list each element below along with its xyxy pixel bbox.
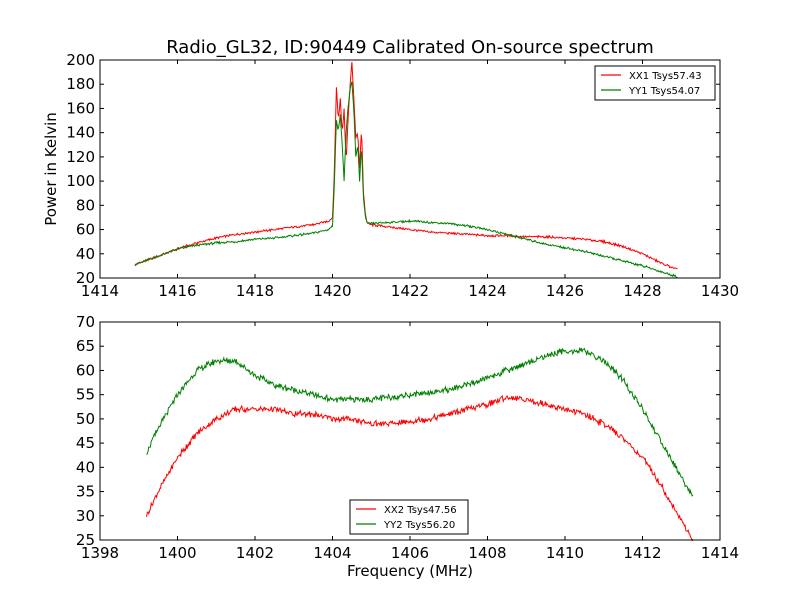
y-tick-label: 30 xyxy=(76,507,95,525)
y-tick-label: 200 xyxy=(66,51,95,69)
x-tick-label: 1398 xyxy=(81,544,119,562)
y-tick-label: 55 xyxy=(76,386,95,404)
y-tick-label: 25 xyxy=(76,531,95,549)
chart-panel-1: 1414 1416 1418 1420 1422 1424 1426 1428 1430 20 40… xyxy=(66,51,739,300)
y-tick-label: 65 xyxy=(76,337,95,355)
y-tick-label: 60 xyxy=(76,221,95,239)
y-tick-label: 20 xyxy=(76,269,95,287)
x-tick-label: 1410 xyxy=(546,544,584,562)
x-tick-label: 1424 xyxy=(468,282,506,300)
y-axis-label: Power in Kelvin xyxy=(42,112,60,226)
x-tick-label: 1408 xyxy=(468,544,506,562)
x-tick-label: 1414 xyxy=(701,544,739,562)
chart-panels: 1414 1416 1418 1420 1422 1424 1426 1428 1430 20 40… xyxy=(66,51,739,562)
x-tick-label: 1428 xyxy=(623,282,661,300)
y-tick-label: 60 xyxy=(76,361,95,379)
series-line-1 xyxy=(134,61,678,270)
legend-label: XX2 Tsys47.56 xyxy=(384,505,457,516)
y-tick-label: 80 xyxy=(76,196,95,214)
y-tick-label: 180 xyxy=(66,75,95,93)
y-tick-label: 160 xyxy=(66,99,95,117)
x-tick-label: 1430 xyxy=(701,282,739,300)
x-tick-label: 1404 xyxy=(313,544,351,562)
y-tick-label: 50 xyxy=(76,410,95,428)
y-tick-label: 140 xyxy=(66,124,95,142)
legend-box xyxy=(594,65,716,101)
x-tick-label: 1416 xyxy=(158,282,196,300)
legend-label: YY1 Tsys54.07 xyxy=(628,86,700,97)
x-axis-label: Frequency (MHz) xyxy=(347,562,473,580)
legend: XX2 Tsys47.56 YY2 Tsys56.20 xyxy=(349,499,469,535)
legend-label: YY2 Tsys56.20 xyxy=(383,520,455,531)
x-tick-label: 1412 xyxy=(623,544,661,562)
x-tick-label: 1406 xyxy=(391,544,429,562)
legend-box xyxy=(349,499,469,535)
y-tick-label: 40 xyxy=(76,245,95,263)
y-tick-label: 35 xyxy=(76,483,95,501)
x-tick-label: 1400 xyxy=(158,544,196,562)
series-line-2 xyxy=(146,346,694,497)
chart-title: Radio_GL32, ID:90449 Calibrated On-sourc… xyxy=(166,37,654,58)
x-tick-label: 1426 xyxy=(546,282,584,300)
y-tick-label: 45 xyxy=(76,434,95,452)
legend: XX1 Tsys57.43 YY1 Tsys54.07 xyxy=(594,65,716,101)
y-tick-label: 100 xyxy=(66,172,95,190)
x-tick-label: 1418 xyxy=(236,282,274,300)
x-tick-label: 1420 xyxy=(313,282,351,300)
series-line-1 xyxy=(146,394,694,542)
y-tick-label: 120 xyxy=(66,148,95,166)
x-tick-label: 1422 xyxy=(391,282,429,300)
series-line-2 xyxy=(134,81,678,279)
chart-panel-2: 1398 1400 1402 1404 1406 1408 1410 1412 1414 25 30… xyxy=(76,313,739,562)
y-tick-label: 40 xyxy=(76,458,95,476)
x-tick-label: 1402 xyxy=(236,544,274,562)
legend-label: XX1 Tsys57.43 xyxy=(629,71,702,82)
y-tick-label: 70 xyxy=(76,313,95,331)
x-tick-label: 1414 xyxy=(81,282,119,300)
